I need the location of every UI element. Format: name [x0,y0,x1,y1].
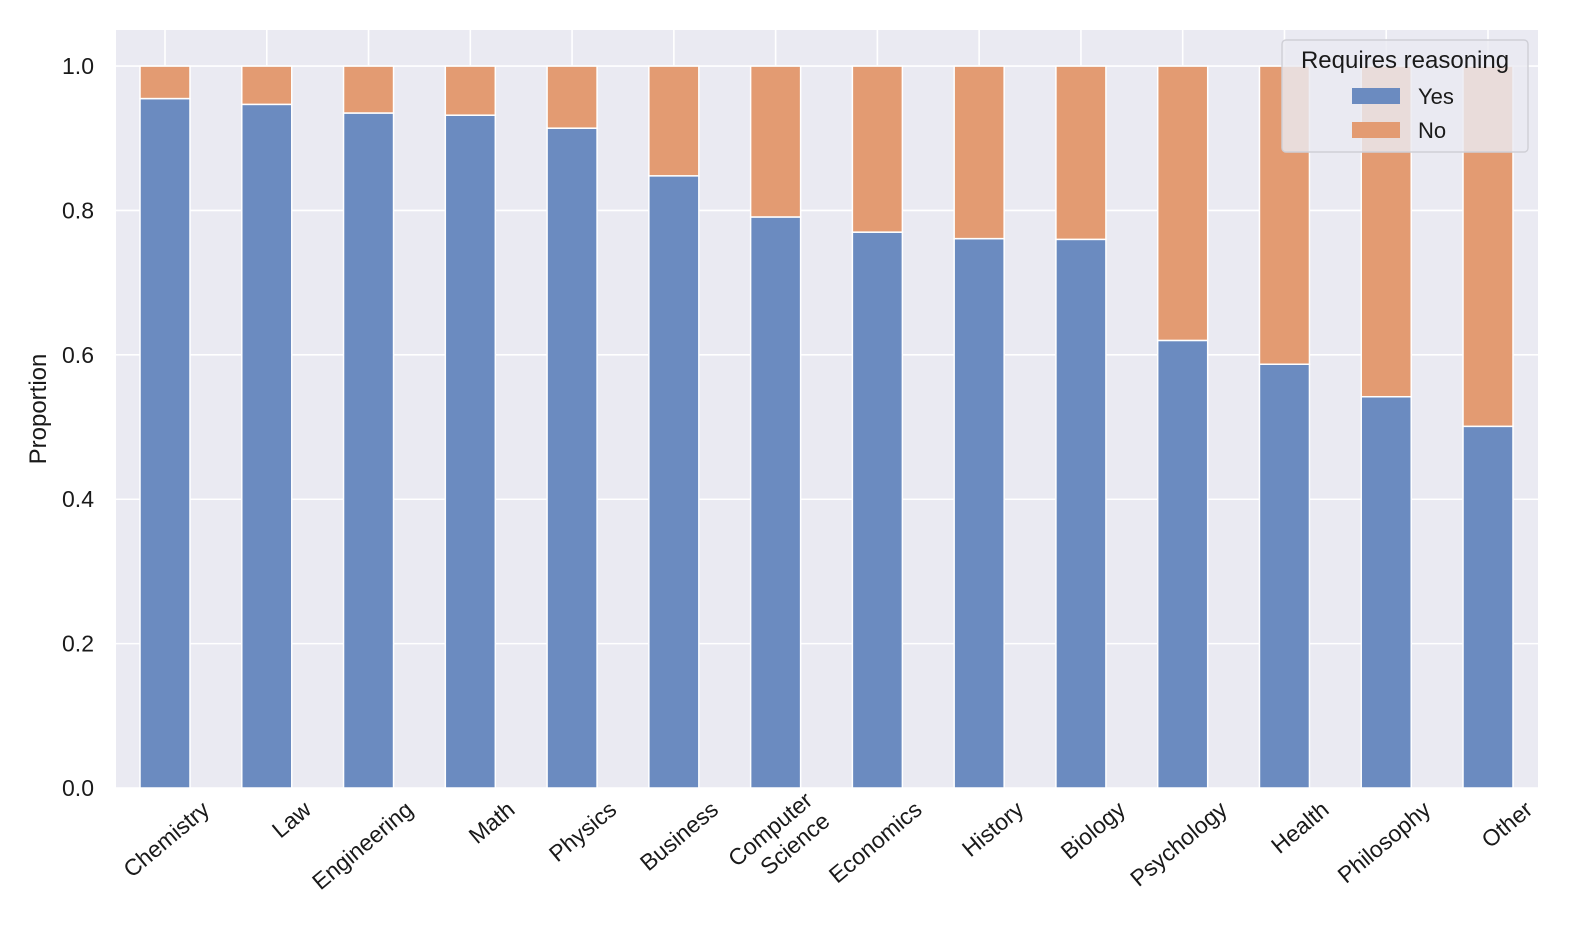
x-tick-label: Physics [544,796,621,867]
x-tick-label: Other [1476,796,1537,853]
legend-title: Requires reasoning [1301,47,1509,74]
x-tick-label: Chemistry [118,796,214,883]
legend-box [1281,39,1529,153]
bar-no [241,65,293,106]
legend: Requires reasoning Yes No [1281,39,1529,153]
x-tick-label: Philosophy [1333,796,1436,889]
bar-no [546,65,598,129]
x-tick-label: Math [464,796,520,849]
bar-yes [1258,363,1311,789]
bar-no [1055,65,1107,241]
bar-yes [546,127,598,789]
bar-yes [1360,395,1412,789]
bar-no [1156,65,1209,342]
bar-yes [342,112,395,789]
y-tick-label: 0.8 [62,197,94,223]
bar-yes [1462,425,1514,789]
x-tick-label: Law [267,796,316,843]
bar-yes [851,231,904,789]
y-axis-label: Proportion [25,354,52,465]
bar-no [444,65,497,116]
bar-no [139,65,191,100]
x-tick-label: Engineering [307,796,418,895]
x-tick-label: Business [635,796,723,876]
x-tick-label: Health [1266,796,1334,859]
x-tick-label: Psychology [1125,796,1232,892]
bar-yes [444,114,497,789]
bar-yes [241,103,293,789]
y-tick-label: 0.2 [62,631,94,657]
x-tick-label: Economics [824,796,927,888]
bar-yes [139,97,191,789]
bar-yes [648,175,700,789]
x-tick-label: History [957,796,1029,862]
bar-no [953,65,1005,240]
y-tick-label: 0.0 [62,775,94,801]
y-axis-ticks: 0.0 0.2 0.4 0.6 0.8 1.0 [62,53,94,801]
y-tick-label: 0.4 [62,486,94,512]
bar-yes [749,216,802,789]
bar-yes [1055,238,1107,789]
bar-no [648,65,700,177]
x-tick-label: Biology [1056,796,1131,865]
bar-no [342,65,395,114]
bar-yes [953,237,1005,789]
bar-yes [1156,339,1209,789]
legend-label-no: No [1418,118,1446,143]
legend-label-yes: Yes [1418,84,1454,109]
y-tick-label: 1.0 [62,53,94,79]
bar-no [749,65,802,218]
bar-no [851,65,904,233]
legend-swatch-no [1352,122,1400,138]
x-tick-label: ComputerScience [723,787,835,893]
y-tick-label: 0.6 [62,342,94,368]
legend-swatch-yes [1352,88,1400,104]
